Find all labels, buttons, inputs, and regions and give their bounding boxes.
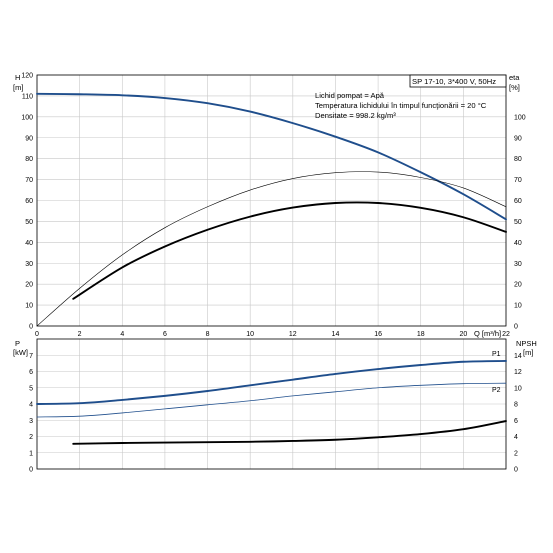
info-line-density: Densitate = 998.2 kg/m³ bbox=[315, 111, 396, 120]
left-tick-label-0-5: 50 bbox=[25, 219, 33, 226]
right-tick-label-1-5: 10 bbox=[514, 385, 522, 392]
right-tick-label-1-4: 8 bbox=[514, 402, 518, 409]
left-tick-label-1-6: 6 bbox=[29, 369, 33, 376]
series-line-1-1 bbox=[36, 382, 507, 418]
left-tick-label-0-7: 70 bbox=[25, 177, 33, 184]
model-label: SP 17-10, 3*400 V, 50Hz bbox=[412, 77, 496, 86]
series-line-0-0 bbox=[36, 92, 507, 221]
right-tick-label-1-2: 4 bbox=[514, 434, 518, 441]
left-tick-label-1-2: 2 bbox=[29, 434, 33, 441]
left-axis-title-top-line2: [m] bbox=[13, 83, 23, 92]
series-line-1-2 bbox=[72, 420, 507, 445]
left-tick-label-0-9: 90 bbox=[25, 135, 33, 142]
right-tick-label-0-8: 80 bbox=[514, 156, 522, 163]
x-axis-title: Q [m³/h] bbox=[474, 329, 501, 338]
left-tick-label-0-8: 80 bbox=[25, 156, 33, 163]
series-line-0-1 bbox=[36, 171, 507, 327]
model-label-box bbox=[409, 74, 507, 88]
right-tick-label-0-6: 60 bbox=[514, 198, 522, 205]
grid-layer bbox=[36, 74, 507, 470]
x-tick-label-6: 12 bbox=[289, 331, 297, 338]
x-tick-label-5: 10 bbox=[246, 331, 254, 338]
right-tick-label-0-9: 90 bbox=[514, 135, 522, 142]
left-tick-label-1-0: 0 bbox=[29, 467, 33, 474]
right-axis-title-top-line2: [%] bbox=[509, 83, 520, 92]
right-tick-label-0-4: 40 bbox=[514, 240, 522, 247]
x-tick-label-1: 2 bbox=[78, 331, 82, 338]
series-label-p1: P1 bbox=[492, 351, 501, 358]
right-tick-label-0-10: 100 bbox=[514, 114, 526, 121]
right-axis-title-bottom-line2: [m] bbox=[523, 348, 533, 357]
left-tick-label-0-0: 0 bbox=[29, 324, 33, 331]
right-tick-label-1-0: 0 bbox=[514, 467, 518, 474]
x-tick-label-10: 20 bbox=[459, 331, 467, 338]
series-label-p2: P2 bbox=[492, 387, 501, 394]
x-tick-label-11: 22 bbox=[502, 331, 510, 338]
frame-layer bbox=[36, 74, 507, 470]
right-tick-label-0-7: 70 bbox=[514, 177, 522, 184]
left-tick-label-0-3: 30 bbox=[25, 261, 33, 268]
right-tick-label-0-5: 50 bbox=[514, 219, 522, 226]
x-tick-label-8: 16 bbox=[374, 331, 382, 338]
right-tick-label-1-7: 14 bbox=[514, 353, 522, 360]
left-tick-label-0-6: 60 bbox=[25, 198, 33, 205]
x-tick-label-2: 4 bbox=[120, 331, 124, 338]
right-tick-label-1-3: 6 bbox=[514, 418, 518, 425]
x-tick-label-4: 8 bbox=[206, 331, 210, 338]
info-line-temperature: Temperatura lichidului în timpul funcţio… bbox=[315, 101, 487, 110]
left-tick-label-1-5: 5 bbox=[29, 385, 33, 392]
left-tick-label-0-2: 20 bbox=[25, 282, 33, 289]
x-tick-label-3: 6 bbox=[163, 331, 167, 338]
left-tick-label-0-11: 110 bbox=[22, 93, 33, 100]
left-tick-label-1-7: 7 bbox=[29, 353, 33, 360]
left-tick-label-0-10: 100 bbox=[21, 114, 33, 121]
x-tick-label-0: 0 bbox=[35, 331, 39, 338]
left-axis-title-bottom-line2: [kW] bbox=[13, 348, 28, 357]
right-axis-title-top-line1: eta bbox=[509, 73, 520, 82]
left-axis-title-bottom-line1: P bbox=[15, 339, 20, 348]
series-line-1-0 bbox=[36, 359, 507, 405]
top-panel-frame bbox=[36, 74, 507, 327]
right-tick-label-1-1: 2 bbox=[514, 450, 518, 457]
left-tick-label-0-12: 120 bbox=[21, 73, 33, 80]
right-tick-label-0-0: 0 bbox=[514, 324, 518, 331]
left-tick-label-0-4: 40 bbox=[25, 240, 33, 247]
right-tick-label-0-3: 30 bbox=[514, 261, 522, 268]
left-axis-title-top-line1: H bbox=[15, 73, 20, 82]
right-tick-label-1-6: 12 bbox=[514, 369, 522, 376]
left-tick-label-1-4: 4 bbox=[29, 402, 33, 409]
x-tick-label-9: 18 bbox=[417, 331, 425, 338]
series-layer: P1 P2 bbox=[36, 92, 507, 445]
left-tick-label-1-1: 1 bbox=[29, 450, 33, 457]
right-tick-label-0-1: 10 bbox=[514, 303, 522, 310]
left-tick-label-0-1: 10 bbox=[25, 303, 33, 310]
x-tick-label-7: 14 bbox=[332, 331, 340, 338]
right-axis-title-bottom-line1: NPSH bbox=[516, 339, 537, 348]
series-line-0-2 bbox=[72, 201, 507, 300]
tick-label-layer: 0102030405060708090100110120010203040506… bbox=[21, 73, 525, 474]
right-tick-label-0-2: 20 bbox=[514, 282, 522, 289]
left-tick-label-1-3: 3 bbox=[29, 418, 33, 425]
info-line-liquid: Lichid pompat = Apă bbox=[315, 91, 385, 100]
